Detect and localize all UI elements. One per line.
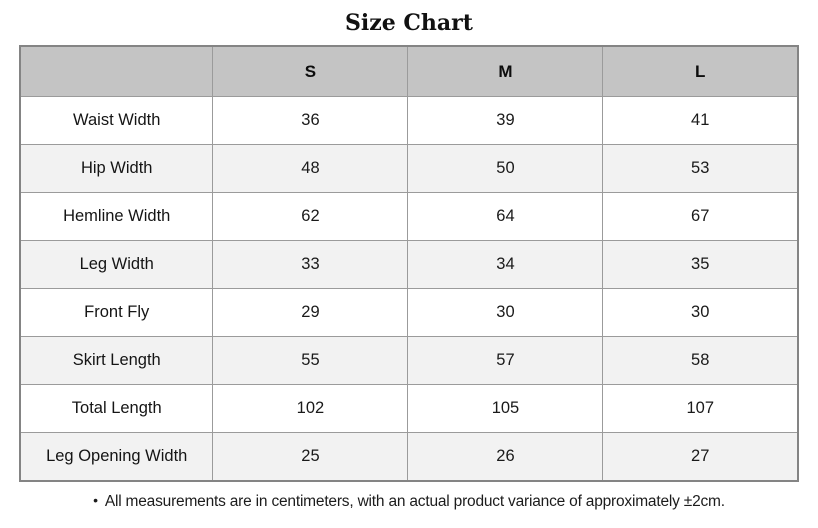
- row-label: Skirt Length: [19, 336, 214, 385]
- table-header: S M L: [19, 45, 799, 97]
- table-row: Hip Width 48 50 53: [19, 144, 799, 193]
- row-label: Waist Width: [19, 96, 214, 145]
- measurement-value: 36: [212, 96, 409, 145]
- measurement-value: 50: [407, 144, 604, 193]
- measurement-value: 34: [407, 240, 604, 289]
- measurement-value: 62: [212, 192, 409, 241]
- table-row: Skirt Length 55 57 58: [19, 336, 799, 385]
- measurement-value: 55: [212, 336, 409, 385]
- measurement-value: 30: [602, 288, 799, 337]
- measurement-value: 102: [212, 384, 409, 433]
- measurement-value: 53: [602, 144, 799, 193]
- header-cell-blank: [19, 45, 214, 97]
- row-label: Hip Width: [19, 144, 214, 193]
- measurement-value: 41: [602, 96, 799, 145]
- measurement-value: 48: [212, 144, 409, 193]
- measurement-value: 64: [407, 192, 604, 241]
- measurement-value: 107: [602, 384, 799, 433]
- footnote: • All measurements are in centimeters, wi…: [19, 491, 799, 511]
- measurement-value: 105: [407, 384, 604, 433]
- header-cell-size-m: M: [407, 45, 604, 97]
- measurement-value: 58: [602, 336, 799, 385]
- size-chart-table: S M L Waist Width 36 39 41 Hip Width 48 50 53 He…: [19, 45, 799, 482]
- header-row: S M L: [19, 45, 799, 97]
- table-row: Leg Width 33 34 35: [19, 240, 799, 289]
- header-cell-size-l: L: [602, 45, 799, 97]
- measurement-value: 25: [212, 432, 409, 481]
- measurement-value: 33: [212, 240, 409, 289]
- row-label: Total Length: [19, 384, 214, 433]
- row-label: Front Fly: [19, 288, 214, 337]
- row-label: Leg Opening Width: [19, 432, 214, 481]
- table-row: Waist Width 36 39 41: [19, 96, 799, 145]
- table-row: Hemline Width 62 64 67: [19, 192, 799, 241]
- bullet-icon: •: [93, 491, 98, 508]
- row-label: Hemline Width: [19, 192, 214, 241]
- page-title: Size Chart: [345, 10, 473, 36]
- footnote-text: All measurements are in centimeters, wit…: [104, 492, 725, 510]
- measurement-value: 57: [407, 336, 604, 385]
- table-row: Front Fly 29 30 30: [19, 288, 799, 337]
- header-cell-size-s: S: [212, 45, 409, 97]
- measurement-value: 67: [602, 192, 799, 241]
- measurement-value: 27: [602, 432, 799, 481]
- measurement-value: 30: [407, 288, 604, 337]
- measurement-value: 39: [407, 96, 604, 145]
- measurement-value: 26: [407, 432, 604, 481]
- measurement-value: 35: [602, 240, 799, 289]
- table-body: Waist Width 36 39 41 Hip Width 48 50 53 Hemline …: [19, 96, 799, 481]
- table-row: Leg Opening Width 25 26 27: [19, 432, 799, 481]
- table-row: Total Length 102 105 107: [19, 384, 799, 433]
- row-label: Leg Width: [19, 240, 214, 289]
- measurement-value: 29: [212, 288, 409, 337]
